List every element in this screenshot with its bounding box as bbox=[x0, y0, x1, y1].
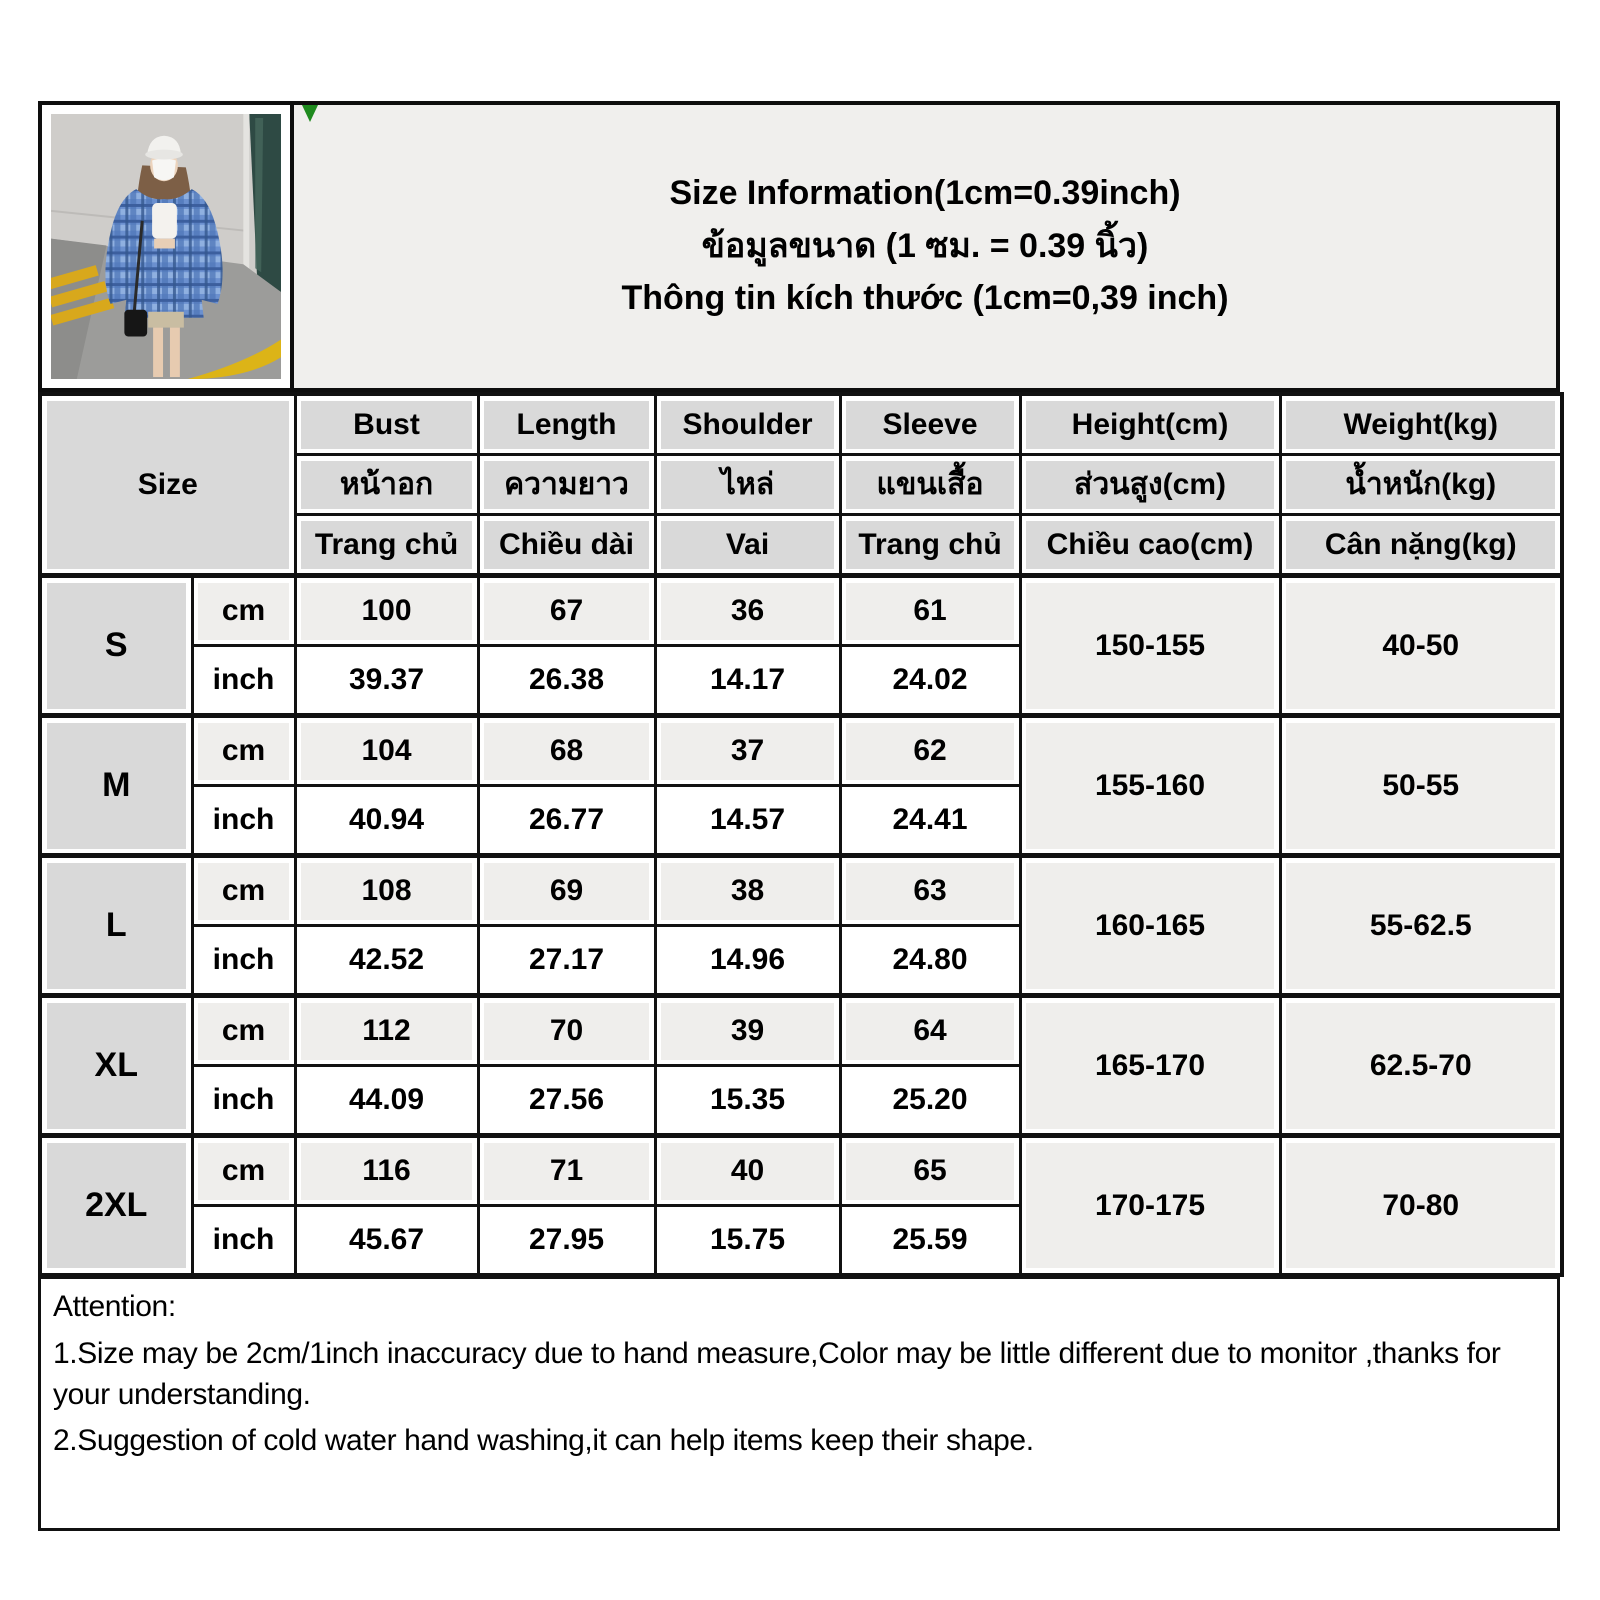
measurement-value: 15.75 bbox=[653, 1204, 842, 1277]
col-header-weight-vi: Cân nặng(kg) bbox=[1278, 513, 1564, 577]
col-header-shoulder-th: ไหล่ bbox=[653, 453, 842, 516]
title-block: Size Information(1cm=0.39inch) ข้อมูลขนา… bbox=[294, 105, 1556, 388]
measurement-value: 26.38 bbox=[476, 644, 657, 717]
col-header-length-vi: Chiều dài bbox=[476, 513, 657, 577]
measurement-value: 69 bbox=[476, 853, 657, 927]
unit-label: cm bbox=[190, 573, 297, 647]
measurement-value: 67 bbox=[476, 573, 657, 647]
height-range: 155-160 bbox=[1018, 713, 1282, 857]
unit-label: cm bbox=[190, 713, 297, 787]
col-header-height-th: ส่วนสูง(cm) bbox=[1018, 453, 1282, 516]
measurement-value: 71 bbox=[476, 1133, 657, 1207]
col-header-sleeve-vi: Trang chủ bbox=[838, 513, 1022, 577]
height-range: 165-170 bbox=[1018, 993, 1282, 1137]
measurement-value: 14.17 bbox=[653, 644, 842, 717]
col-header-weight-th: น้ำหนัก(kg) bbox=[1278, 453, 1564, 516]
measurement-value: 44.09 bbox=[293, 1064, 480, 1137]
unit-label: inch bbox=[190, 784, 297, 857]
unit-label: cm bbox=[190, 853, 297, 927]
measurement-value: 37 bbox=[653, 713, 842, 787]
measurement-value: 27.17 bbox=[476, 924, 657, 997]
measurement-value: 40 bbox=[653, 1133, 842, 1207]
measurement-value: 27.56 bbox=[476, 1064, 657, 1137]
weight-range: 70-80 bbox=[1278, 1133, 1564, 1277]
measurement-value: 27.95 bbox=[476, 1204, 657, 1277]
col-header-sleeve-th: แขนเสื้อ bbox=[838, 453, 1022, 516]
measurement-value: 39 bbox=[653, 993, 842, 1067]
title-vi: Thông tin kích thước (1cm=0,39 inch) bbox=[621, 279, 1229, 318]
measurement-value: 104 bbox=[293, 713, 480, 787]
unit-label: inch bbox=[190, 924, 297, 997]
measurement-value: 108 bbox=[293, 853, 480, 927]
weight-range: 55-62.5 bbox=[1278, 853, 1564, 997]
measurement-value: 62 bbox=[838, 713, 1022, 787]
measurement-value: 112 bbox=[293, 993, 480, 1067]
attention-line: 1.Size may be 2cm/1inch inaccuracy due t… bbox=[53, 1336, 1501, 1411]
col-header-length-en: Length bbox=[476, 392, 657, 456]
measurement-value: 68 bbox=[476, 713, 657, 787]
weight-range: 40-50 bbox=[1278, 573, 1564, 717]
measurement-value: 14.57 bbox=[653, 784, 842, 857]
attention-line: 2.Suggestion of cold water hand washing,… bbox=[53, 1424, 1034, 1458]
measurement-value: 100 bbox=[293, 573, 480, 647]
col-header-bust-th: หน้าอก bbox=[293, 453, 480, 516]
product-photo-illustration bbox=[51, 114, 281, 379]
col-header-weight-en: Weight(kg) bbox=[1278, 392, 1564, 456]
attention-section: Attention: 1.Size may be 2cm/1inch inacc… bbox=[38, 1277, 1560, 1531]
col-header-height-vi: Chiều cao(cm) bbox=[1018, 513, 1282, 577]
size-label: XL bbox=[38, 993, 194, 1137]
measurement-value: 39.37 bbox=[293, 644, 480, 717]
measurement-value: 24.02 bbox=[838, 644, 1022, 717]
size-chart-content: Size Information(1cm=0.39inch) ข้อมูลขนา… bbox=[38, 101, 1564, 1531]
measurement-value: 36 bbox=[653, 573, 842, 647]
weight-range: 62.5-70 bbox=[1278, 993, 1564, 1137]
size-header-cell: Size bbox=[38, 392, 297, 577]
measurement-value: 70 bbox=[476, 993, 657, 1067]
measurement-value: 26.77 bbox=[476, 784, 657, 857]
weight-range: 50-55 bbox=[1278, 713, 1564, 857]
attention-title: Attention: bbox=[53, 1290, 176, 1323]
measurement-value: 14.96 bbox=[653, 924, 842, 997]
unit-label: cm bbox=[190, 993, 297, 1067]
measurement-value: 64 bbox=[838, 993, 1022, 1067]
title-th: ข้อมูลขนาด (1 ซม. = 0.39 นิ้ว) bbox=[701, 226, 1149, 265]
col-header-bust-vi: Trang chủ bbox=[293, 513, 480, 577]
unit-label: cm bbox=[190, 1133, 297, 1207]
measurement-value: 61 bbox=[838, 573, 1022, 647]
measurement-value: 38 bbox=[653, 853, 842, 927]
measurement-value: 25.20 bbox=[838, 1064, 1022, 1137]
measurement-value: 65 bbox=[838, 1133, 1022, 1207]
unit-label: inch bbox=[190, 1204, 297, 1277]
product-photo bbox=[38, 101, 294, 392]
measurement-value: 15.35 bbox=[653, 1064, 842, 1137]
height-range: 150-155 bbox=[1018, 573, 1282, 717]
green-corner-icon bbox=[302, 105, 318, 122]
title-en: Size Information(1cm=0.39inch) bbox=[669, 174, 1181, 213]
header-section: Size Information(1cm=0.39inch) ข้อมูลขนา… bbox=[38, 101, 1560, 392]
measurement-value: 45.67 bbox=[293, 1204, 480, 1277]
measurement-value: 63 bbox=[838, 853, 1022, 927]
height-range: 160-165 bbox=[1018, 853, 1282, 997]
unit-label: inch bbox=[190, 1064, 297, 1137]
size-label: L bbox=[38, 853, 194, 997]
size-table: Size Bust Length Shoulder Sleeve Height(… bbox=[38, 392, 1564, 1277]
size-label: S bbox=[38, 573, 194, 717]
size-label: M bbox=[38, 713, 194, 857]
col-header-shoulder-en: Shoulder bbox=[653, 392, 842, 456]
col-header-height-en: Height(cm) bbox=[1018, 392, 1282, 456]
measurement-value: 24.41 bbox=[838, 784, 1022, 857]
col-header-bust-en: Bust bbox=[293, 392, 480, 456]
measurement-value: 24.80 bbox=[838, 924, 1022, 997]
col-header-length-th: ความยาว bbox=[476, 453, 657, 516]
col-header-sleeve-en: Sleeve bbox=[838, 392, 1022, 456]
col-header-shoulder-vi: Vai bbox=[653, 513, 842, 577]
measurement-value: 25.59 bbox=[838, 1204, 1022, 1277]
unit-label: inch bbox=[190, 644, 297, 717]
size-label: 2XL bbox=[38, 1133, 194, 1277]
height-range: 170-175 bbox=[1018, 1133, 1282, 1277]
measurement-value: 116 bbox=[293, 1133, 480, 1207]
measurement-value: 42.52 bbox=[293, 924, 480, 997]
measurement-value: 40.94 bbox=[293, 784, 480, 857]
